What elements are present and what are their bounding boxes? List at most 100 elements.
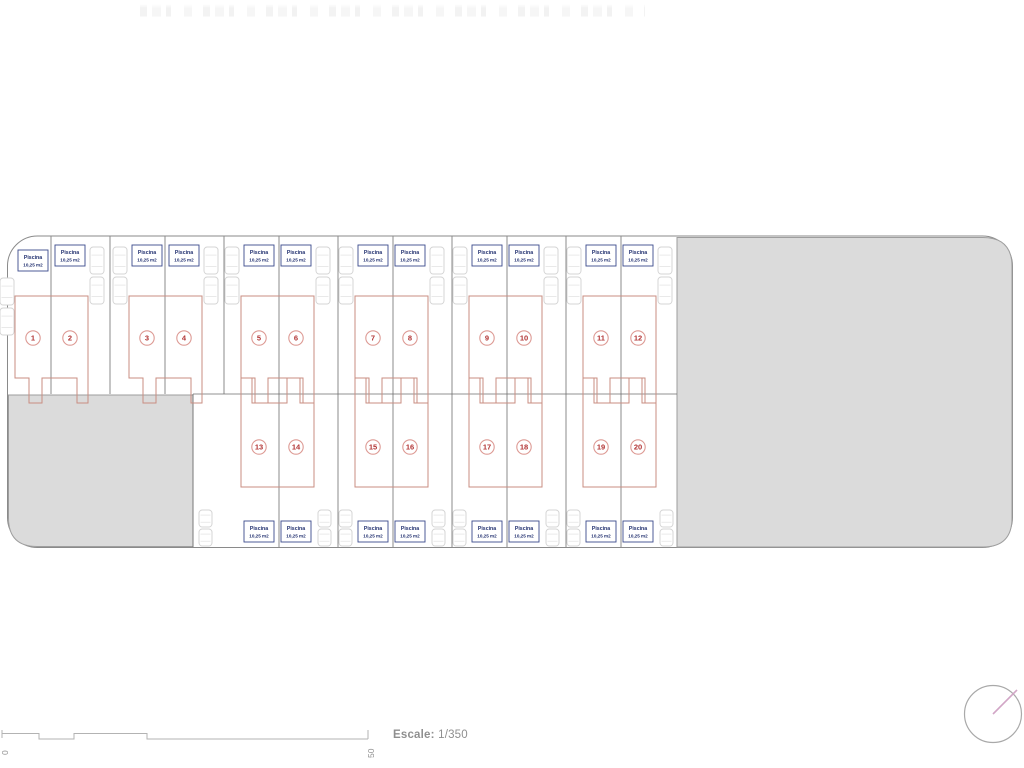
car-icon [431,509,446,528]
scale-start-tick-label: 0 [0,750,10,755]
plot-number-circle-7 [365,330,381,346]
pool-label-plot-16: Piscina [401,526,419,532]
car-icon [112,246,128,275]
car-icon [431,528,446,547]
car-icon [198,528,213,547]
car-icon [566,246,582,275]
pool-label-box-plot-2 [54,244,86,267]
pool-area-plot-15: 10,25 m2 [363,534,383,539]
car-icon [315,246,331,275]
plot-number-5: 5 [257,334,261,343]
car-icon [317,528,332,547]
building-outline-bottom [468,377,543,488]
plot-number-13: 13 [255,443,263,452]
scale-end-tick-label: 50 [366,748,376,758]
pool-label-box-plot-19 [585,520,617,543]
pool-area-plot-11: 10,25 m2 [591,258,611,263]
pool-label-plot-8: Piscina [401,250,419,256]
plot-number-circle-5 [251,330,267,346]
plot-number-2: 2 [68,334,72,343]
pool-area-plot-10: 10,25 m2 [514,258,534,263]
plot-number-circle-19 [593,439,609,455]
plot-number-12: 12 [634,334,642,343]
plot-number-circle-11 [593,330,609,346]
car-icon [0,277,15,306]
car-icon [452,246,468,275]
car-icon [429,276,445,305]
pool-area-plot-3: 10,25 m2 [137,258,157,263]
pool-label-box-plot-11 [585,244,617,267]
plot-number-19: 19 [597,443,605,452]
pool-label-box-plot-4 [168,244,200,267]
car-icon [224,246,240,275]
pool-label-plot-1: Piscina [24,255,42,261]
building-outline-bottom [354,377,429,488]
car-icon [657,276,673,305]
car-icon [566,528,581,547]
cropped-title-text-fragments [140,2,645,18]
plot-number-circle-17 [479,439,495,455]
car-icon [659,528,674,547]
plot-number-circle-10 [516,330,532,346]
pool-label-plot-12: Piscina [629,250,647,256]
building-outline-top [14,295,89,404]
car-icon [452,276,468,305]
pool-area-plot-2: 10,25 m2 [60,258,80,263]
pool-area-plot-16: 10,25 m2 [400,534,420,539]
pool-label-box-plot-3 [131,244,163,267]
pool-label-box-plot-14 [280,520,312,543]
plot-number-circle-4 [176,330,192,346]
pool-area-plot-6: 10,25 m2 [286,258,306,263]
pool-label-plot-13: Piscina [250,526,268,532]
plot-number-circle-6 [288,330,304,346]
car-icon [657,246,673,275]
car-icon [566,509,581,528]
plot-number-circle-16 [402,439,418,455]
pool-area-plot-17: 10,25 m2 [477,534,497,539]
pool-area-plot-7: 10,25 m2 [363,258,383,263]
pool-label-box-plot-1 [17,249,49,272]
car-icon [338,246,354,275]
pool-label-box-plot-13 [243,520,275,543]
north-compass-needle [992,689,1018,715]
car-icon [338,528,353,547]
plot-number-10: 10 [520,334,528,343]
car-icon [89,276,105,305]
car-icon [0,307,15,336]
plot-number-3: 3 [145,334,149,343]
scale-caption-value: 1/350 [438,729,468,741]
pool-label-plot-3: Piscina [138,250,156,256]
pool-label-plot-20: Piscina [629,526,647,532]
plot-number-1: 1 [31,334,35,343]
plot-number-15: 15 [369,443,377,452]
unbuilt-area-right [676,237,1013,548]
pool-area-plot-18: 10,25 m2 [514,534,534,539]
pool-label-plot-2: Piscina [61,250,79,256]
pool-label-plot-17: Piscina [478,526,496,532]
pool-label-box-plot-5 [243,244,275,267]
north-compass-ring [963,684,1023,744]
car-icon [315,276,331,305]
plot-number-circle-3 [139,330,155,346]
pool-label-plot-11: Piscina [592,250,610,256]
pool-label-box-plot-8 [394,244,426,267]
plot-number-14: 14 [292,443,301,452]
car-icon [429,246,445,275]
pool-area-plot-8: 10,25 m2 [400,258,420,263]
car-icon [338,509,353,528]
plot-number-7: 7 [371,334,375,343]
plot-number-circle-18 [516,439,532,455]
car-icon [203,246,219,275]
car-icon [545,528,560,547]
pool-label-box-plot-16 [394,520,426,543]
plot-number-17: 17 [483,443,491,452]
plot-number-circle-15 [365,439,381,455]
car-icon [566,276,582,305]
pool-label-box-plot-10 [508,244,540,267]
scale-bar [1,730,369,740]
pool-area-plot-4: 10,25 m2 [174,258,194,263]
pool-area-plot-9: 10,25 m2 [477,258,497,263]
scale-caption-label: Escale: [393,729,435,741]
